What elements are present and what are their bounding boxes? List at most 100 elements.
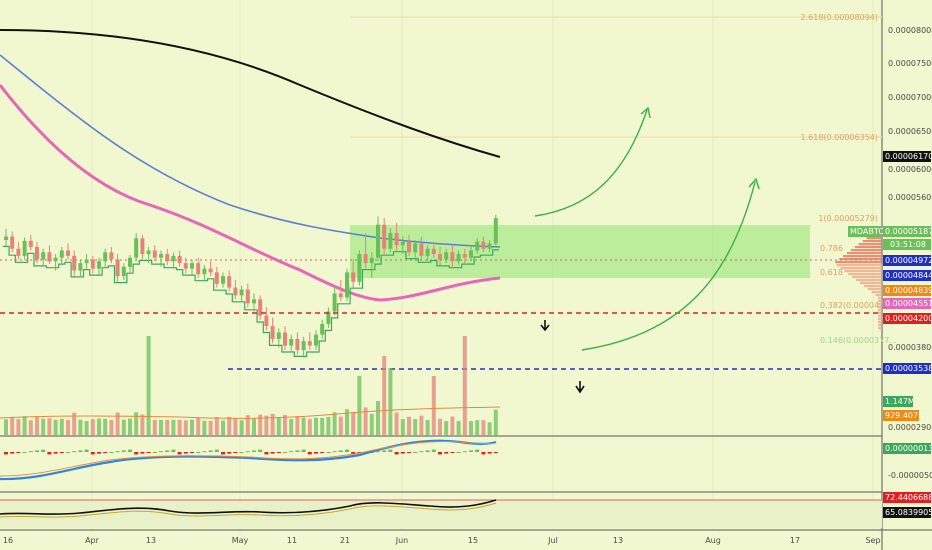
candle-body: [493, 218, 498, 244]
x-tick-label: 16: [3, 536, 13, 545]
x-tick-label: 21: [340, 536, 350, 545]
y-tick-label: 0.00007000: [888, 93, 932, 102]
candle-body: [320, 323, 325, 335]
x-tick-label: 11: [287, 536, 297, 545]
candle-body: [35, 246, 39, 260]
x-tick-label: 17: [790, 536, 800, 545]
candle-body: [109, 252, 114, 260]
x-tick-label: 13: [146, 536, 156, 545]
volume-profile-bar: [878, 300, 882, 303]
rsi-signal-line: [0, 502, 497, 518]
candle-body: [264, 315, 269, 327]
volume-profile-bar: [860, 282, 882, 285]
candle-body: [382, 224, 387, 249]
macd-histogram-bar: [239, 452, 244, 453]
volume-profile-bar: [839, 258, 882, 261]
macd-histogram-bar: [28, 451, 33, 453]
volume-bar: [109, 419, 114, 436]
candle-body: [425, 248, 430, 256]
macd-histogram-bar: [59, 452, 64, 453]
y-tick-label: -0.00000500: [888, 471, 932, 480]
rsi-overbought-label: 72.44066882: [885, 493, 932, 502]
volume-profile-bar: [844, 270, 882, 273]
candle-body: [146, 250, 151, 255]
macd-histogram-bar: [103, 452, 108, 453]
macd-histogram-bar: [128, 449, 132, 452]
volume-bar: [10, 416, 15, 436]
volume-bar: [345, 409, 349, 436]
volume-bar: [450, 416, 455, 436]
macd-histogram-bar: [314, 452, 318, 454]
volume-bar: [438, 418, 442, 436]
candle-body: [369, 257, 374, 264]
volume-bar: [332, 412, 337, 436]
volume-bar: [227, 416, 232, 436]
volume-bar: [270, 413, 275, 436]
volume-bar: [276, 417, 281, 436]
macd-histogram-bar: [190, 452, 194, 453]
candle-body: [450, 252, 455, 262]
volume-bar: [103, 418, 108, 436]
macd-histogram-bar: [431, 449, 436, 452]
volume-bar: [295, 416, 300, 436]
fib-label-0786: 0.786: [820, 244, 843, 253]
candle-body: [16, 248, 21, 256]
volume-bar: [481, 420, 486, 436]
volume-bar: [16, 418, 21, 436]
macd-histogram-bar: [295, 450, 300, 452]
volume-bar: [376, 401, 380, 436]
volume-label: 1.147M: [885, 397, 915, 406]
macd-histogram-bar: [177, 452, 182, 455]
volume-profile-bar: [867, 288, 882, 291]
candle-body: [394, 233, 399, 246]
volume-profile-bar: [871, 291, 882, 294]
volume-bar: [221, 420, 225, 436]
blue-level-price-label: 0.00003538: [885, 364, 932, 373]
rsi-value-label: 65.08399050: [885, 508, 932, 517]
macd-histogram-bar: [134, 452, 139, 455]
volume-profile-bar: [843, 255, 882, 258]
macd-histogram-bar: [270, 452, 275, 454]
candle-body: [376, 224, 380, 258]
ma-blue-price-label: 0.00004972: [885, 256, 932, 265]
fib-label-0618: 0.618: [820, 268, 843, 277]
volume-profile-bar: [836, 264, 882, 267]
volume-bar: [413, 418, 418, 436]
macd-histogram-bar: [351, 452, 356, 455]
candle-body: [332, 293, 337, 312]
volume-bars: [4, 336, 498, 436]
candle-body: [363, 254, 368, 264]
candle-body: [276, 332, 281, 339]
volume-bar: [475, 420, 480, 436]
macd-histogram-bar: [264, 452, 269, 455]
volume-bar: [41, 418, 46, 436]
volume-ma-label: 929.407K: [885, 411, 924, 420]
y-tick-label: 0.00003800: [888, 343, 932, 352]
candle-body: [28, 240, 33, 247]
rsi-line: [0, 499, 497, 515]
volume-bar: [326, 417, 331, 436]
macd-histogram-bar: [90, 452, 95, 455]
candle-body: [239, 289, 244, 296]
x-tick-label: Jul: [547, 536, 558, 545]
volume-bar: [456, 421, 461, 436]
macd-signal-line: [0, 440, 497, 477]
projected-upside-arrow-2-head: [748, 177, 760, 190]
candle-body: [47, 252, 52, 262]
volume-bar: [90, 419, 95, 436]
candle-body: [245, 289, 250, 304]
ma-pink-price-label: 0.00004551: [885, 299, 932, 308]
candle-body: [97, 261, 101, 269]
volume-bar: [493, 409, 498, 436]
candle-body: [345, 272, 349, 298]
candle-body: [481, 241, 486, 249]
y-tick-label: 0.00008000: [888, 26, 932, 35]
volume-bar: [35, 416, 39, 436]
volume-bar: [72, 412, 77, 436]
down-arrow-2: [575, 381, 585, 394]
volume-profile-bar: [878, 315, 882, 318]
candle-body: [66, 250, 70, 256]
macd-histogram-bar: [307, 452, 312, 455]
volume-profile-bar: [847, 252, 882, 255]
